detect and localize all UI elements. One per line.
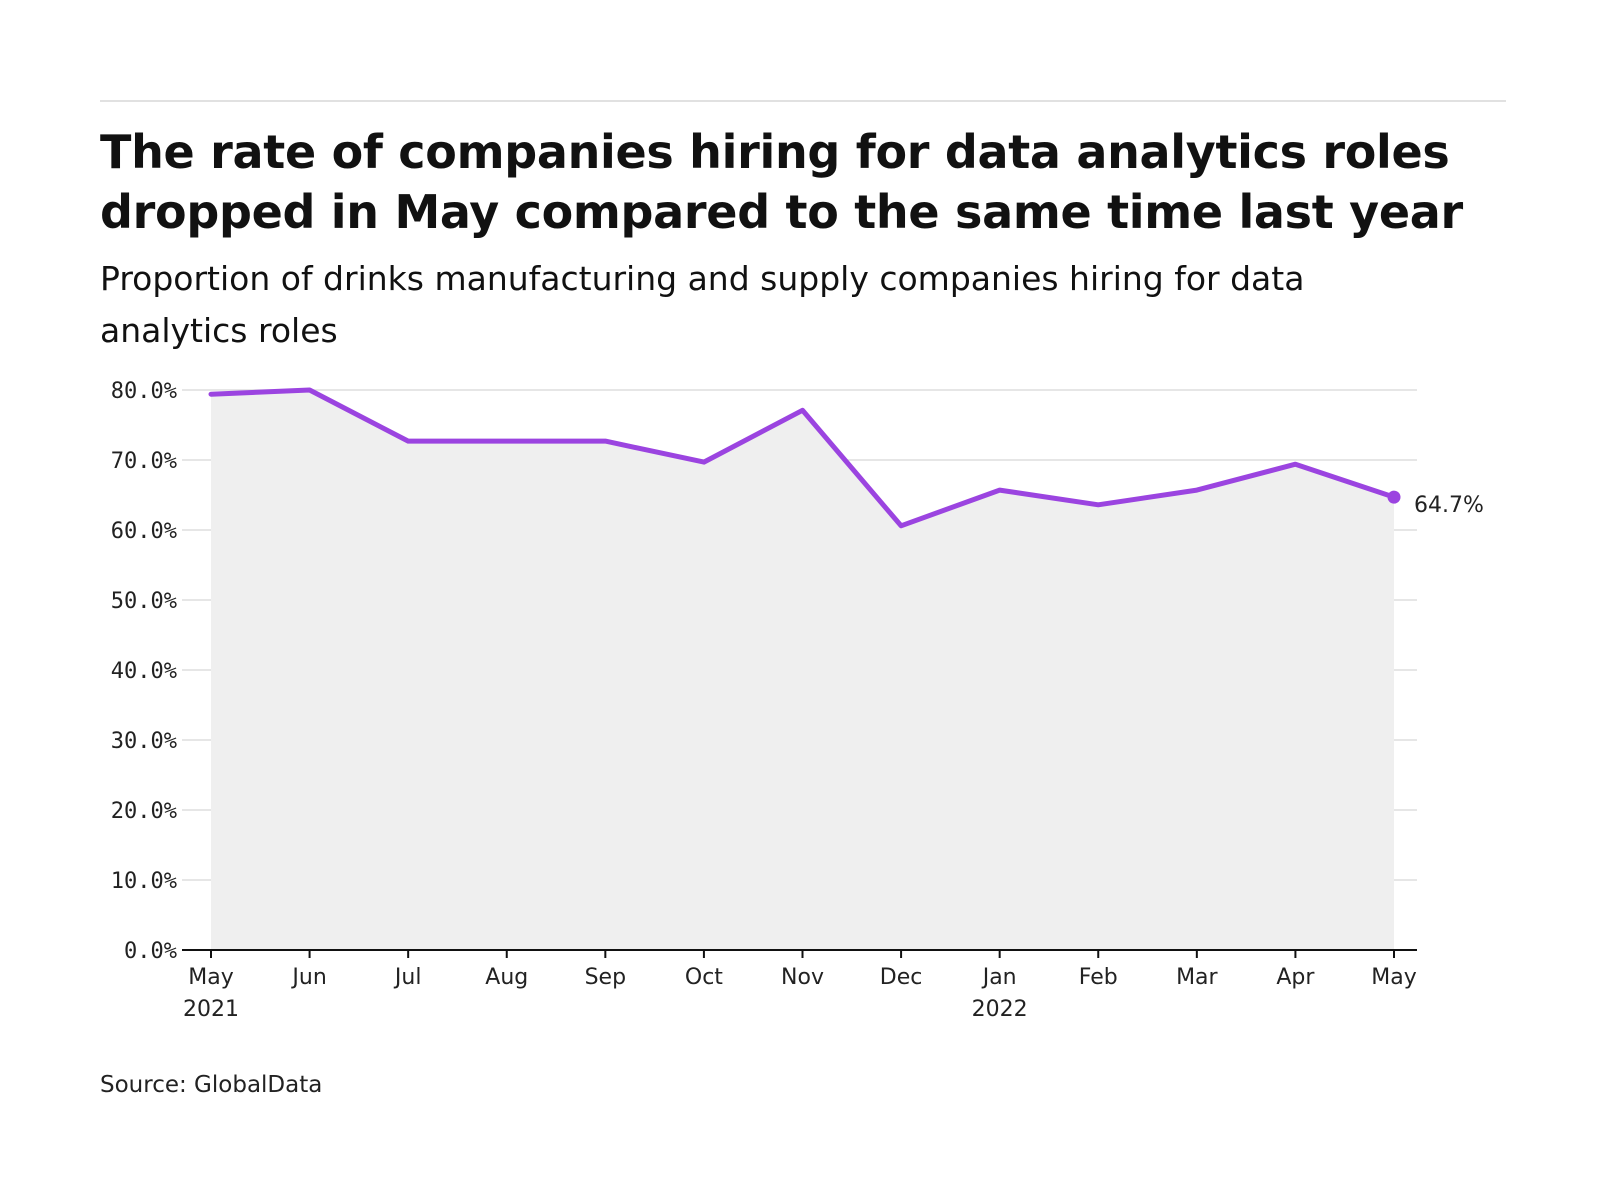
area-fill [211, 390, 1394, 950]
y-tick-label: 30.0% [111, 729, 177, 754]
x-tick-label: Apr [1276, 965, 1315, 990]
y-tick-label: 20.0% [111, 799, 177, 824]
x-tick-label: Dec [880, 965, 923, 990]
x-tick-label: Jan [981, 965, 1017, 990]
x-tick-label: Feb [1079, 965, 1118, 990]
y-tick-label: 80.0% [111, 379, 177, 404]
chart-title-line-1: The rate of companies hiring for data an… [100, 125, 1450, 179]
end-point-marker [1387, 490, 1401, 504]
x-tick-label: May [1371, 965, 1416, 990]
y-tick-label: 40.0% [111, 659, 177, 684]
y-tick-label: 10.0% [111, 869, 177, 894]
end-value-label: 64.7% [1414, 493, 1484, 518]
chart-subtitle-line-1: Proportion of drinks manufacturing and s… [100, 259, 1305, 298]
top-rule [100, 100, 1506, 102]
x-tick-label: 2021 [183, 997, 239, 1022]
y-tick-label: 70.0% [111, 449, 177, 474]
x-tick-label: Sep [585, 965, 626, 990]
x-tick-label: Mar [1176, 965, 1218, 990]
x-tick-label: Jul [393, 965, 422, 990]
chart-subtitle: Proportion of drinks manufacturing and s… [100, 253, 1480, 357]
chart-subtitle-line-2: analytics roles [100, 311, 338, 350]
series-line [208, 387, 1397, 529]
x-tick-label: May [188, 965, 233, 990]
y-tick-label: 0.0% [124, 939, 177, 964]
x-tick-label: Oct [685, 965, 723, 990]
x-tick-label: Jun [290, 965, 326, 990]
chart-title-line-2: dropped in May compared to the same time… [100, 185, 1463, 239]
chart-title: The rate of companies hiring for data an… [100, 122, 1520, 242]
y-tick-label: 60.0% [111, 519, 177, 544]
x-tick-label: 2022 [972, 997, 1028, 1022]
x-tick-label: Aug [485, 965, 528, 990]
source-note: Source: GlobalData [100, 1072, 323, 1098]
x-tick-label: Nov [781, 965, 824, 990]
y-tick-label: 50.0% [111, 589, 177, 614]
